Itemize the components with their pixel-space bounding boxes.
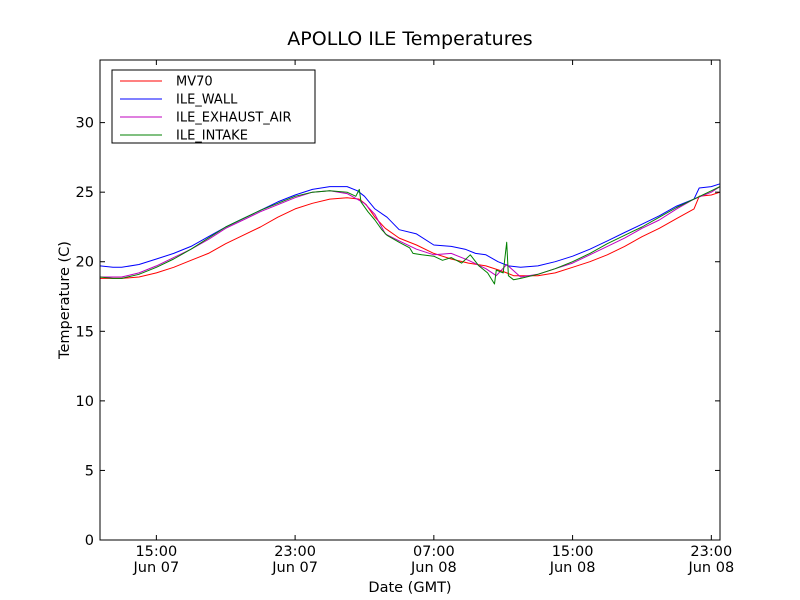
y-tick-label: 25 [76,185,94,201]
x-tick-label-time: 23:00 [690,544,732,560]
legend-label-ile-exhaust-air: ILE_EXHAUST_AIR [176,111,292,126]
y-axis: 0 5 10 15 20 25 30 [76,116,720,549]
plot-frame [99,59,721,541]
x-tick-label-time: 15:00 [552,544,594,560]
x-tick-label-date: Jun 07 [271,560,318,576]
legend-label-ile-intake: ILE_INTAKE [176,129,248,144]
x-tick-label-time: 23:00 [274,544,316,560]
series-line-ile-wall [99,183,721,268]
x-axis-label: Date (GMT) [368,580,451,596]
y-tick-label: 30 [76,116,94,132]
series-line-ile-intake [99,186,721,285]
x-tick-label-date: Jun 08 [549,560,596,576]
y-tick-label: 10 [76,394,94,410]
legend-label-ile-wall: ILE_WALL [176,93,238,108]
y-tick-label: 0 [85,533,94,549]
legend: MV70 ILE_WALL ILE_EXHAUST_AIR ILE_INTAKE [111,69,316,144]
y-tick-label: 5 [85,463,94,479]
x-tick-label-date: Jun 08 [687,560,734,576]
legend-label-mv70: MV70 [176,75,213,90]
x-tick-label-date: Jun 08 [410,560,457,576]
series-layer [99,183,721,285]
chart-title: APOLLO ILE Temperatures [287,28,532,50]
y-tick-label: 20 [76,255,94,271]
y-axis-label: Temperature (C) [57,241,73,360]
x-tick-label-date: Jun 07 [133,560,180,576]
legend-frame [111,69,316,144]
series-line-ile-exhaust-air [100,186,721,278]
series-line-mv70 [100,191,721,279]
y-tick-label: 15 [76,324,94,340]
x-tick-label-time: 15:00 [135,544,177,560]
x-tick-label-time: 07:00 [413,544,455,560]
